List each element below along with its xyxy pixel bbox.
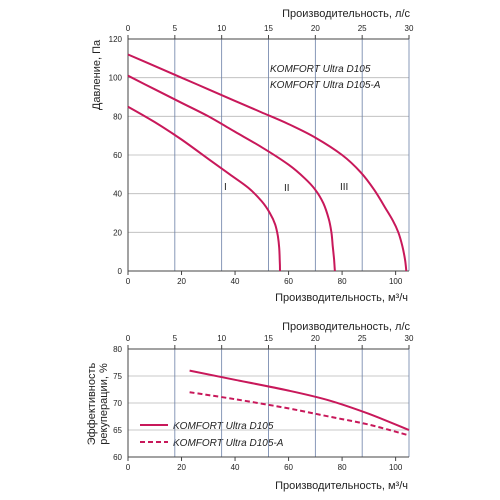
top-chart-x-tick-label: 40 bbox=[231, 277, 240, 286]
bottom-chart-y-tick-label: 80 bbox=[113, 345, 122, 354]
bottom-chart-x2-tick-label: 5 bbox=[173, 334, 178, 343]
top-chart-x-tick-label: 60 bbox=[284, 277, 293, 286]
top-chart-y-tick-label: 120 bbox=[109, 35, 123, 44]
top-chart-y-tick-label: 20 bbox=[113, 228, 122, 237]
bottom-chart-series-line-1 bbox=[189, 369, 410, 431]
top-chart-x2-tick-label: 10 bbox=[217, 24, 226, 33]
bottom-chart-x-tick-label: 80 bbox=[338, 463, 347, 472]
top-chart-x2-axis-title: Производительность, л/с bbox=[282, 8, 410, 20]
bottom-chart-x-tick-label: 60 bbox=[284, 463, 293, 472]
bottom-chart-x2-tick-label: 0 bbox=[126, 334, 131, 343]
top-chart-legend-d105: KOMFORT Ultra D105 bbox=[270, 64, 371, 75]
bottom-chart-y-tick-label: 60 bbox=[113, 453, 122, 462]
top-chart-legend-d105a: KOMFORT Ultra D105-A bbox=[270, 80, 381, 91]
bottom-chart-x-tick-label: 40 bbox=[231, 463, 240, 472]
bottom-chart-y-tick-label: 70 bbox=[113, 399, 122, 408]
top-chart-x2-tick-label: 25 bbox=[358, 24, 367, 33]
bottom-chart-x2-tick-label: 20 bbox=[311, 334, 320, 343]
top-chart-y-tick-label: 80 bbox=[113, 112, 122, 121]
bottom-chart-y-axis-title-line2: рекуперации, % bbox=[98, 363, 110, 445]
top-chart-y-axis-title: Давление, Па bbox=[91, 39, 103, 110]
curve-label-i: I bbox=[224, 182, 227, 193]
top-chart-x-tick-label: 0 bbox=[126, 277, 131, 286]
top-chart-x2-tick-label: 5 bbox=[173, 24, 178, 33]
top-chart-x2-tick-label: 30 bbox=[405, 24, 414, 33]
top-chart-y-tick-label: 40 bbox=[113, 190, 122, 199]
bottom-chart-x-tick-label: 20 bbox=[177, 463, 186, 472]
bottom-chart-x2-axis-title: Производительность, л/с bbox=[282, 321, 410, 333]
legend-dashed-label: KOMFORT Ultra D105-A bbox=[173, 438, 284, 449]
bottom-chart-x-axis-title: Производительность, м³/ч bbox=[275, 480, 408, 492]
top-chart-x2-tick-label: 15 bbox=[264, 24, 273, 33]
bottom-chart-y-axis-title-line1: Эффективность bbox=[86, 362, 98, 445]
bottom-chart-x-tick-label: 0 bbox=[126, 463, 131, 472]
top-chart-y-tick-label: 0 bbox=[118, 267, 123, 276]
top-chart-x2-tick-label: 20 bbox=[311, 24, 320, 33]
top-chart-y-tick-label: 60 bbox=[113, 151, 122, 160]
top-chart-y-tick-label: 100 bbox=[109, 74, 123, 83]
bottom-chart-x2-tick-label: 25 bbox=[358, 334, 367, 343]
top-chart-series-line-2 bbox=[127, 74, 336, 272]
bottom-chart-y-tick-label: 75 bbox=[113, 372, 122, 381]
legend-solid-label: KOMFORT Ultra D105 bbox=[173, 421, 274, 432]
bottom-chart-y-tick-label: 65 bbox=[113, 426, 122, 435]
top-chart-x-tick-label: 80 bbox=[338, 277, 347, 286]
top-chart-x-axis-title: Производительность, м³/ч bbox=[275, 292, 408, 304]
bottom-chart-series-line-2 bbox=[189, 391, 410, 437]
bottom-chart-x2-tick-label: 30 bbox=[405, 334, 414, 343]
bottom-chart-x-tick-label: 100 bbox=[389, 463, 403, 472]
top-chart-x-tick-label: 100 bbox=[389, 277, 403, 286]
bottom-chart: 60 65 70 75 80 0 5 10 15 20 25 30 0 20 40 60 80 100 bbox=[113, 334, 414, 472]
top-chart-x-tick-label: 20 bbox=[177, 277, 186, 286]
bottom-chart-x2-tick-label: 15 bbox=[264, 334, 273, 343]
curve-label-ii: II bbox=[284, 183, 290, 194]
curve-label-iii: III bbox=[340, 182, 348, 193]
top-chart-series-line-3 bbox=[127, 53, 408, 272]
top-chart-series-line-1 bbox=[127, 105, 281, 272]
bottom-chart-x2-tick-label: 10 bbox=[217, 334, 226, 343]
top-chart-x2-tick-label: 0 bbox=[126, 24, 131, 33]
